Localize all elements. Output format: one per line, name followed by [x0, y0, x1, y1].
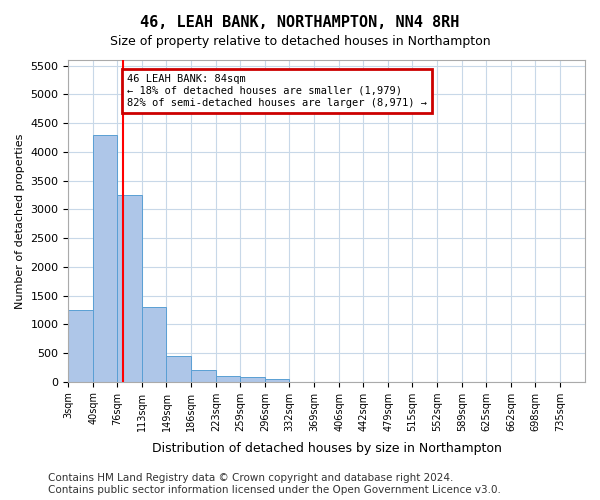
Y-axis label: Number of detached properties: Number of detached properties — [15, 133, 25, 308]
Bar — [68, 310, 93, 382]
Bar — [191, 370, 216, 382]
Text: Contains HM Land Registry data © Crown copyright and database right 2024.
Contai: Contains HM Land Registry data © Crown c… — [48, 474, 501, 495]
X-axis label: Distribution of detached houses by size in Northampton: Distribution of detached houses by size … — [152, 442, 502, 455]
Bar — [241, 378, 265, 382]
Bar — [216, 376, 241, 382]
Text: 46 LEAH BANK: 84sqm
← 18% of detached houses are smaller (1,979)
82% of semi-det: 46 LEAH BANK: 84sqm ← 18% of detached ho… — [127, 74, 427, 108]
Text: 46, LEAH BANK, NORTHAMPTON, NN4 8RH: 46, LEAH BANK, NORTHAMPTON, NN4 8RH — [140, 15, 460, 30]
Text: Size of property relative to detached houses in Northampton: Size of property relative to detached ho… — [110, 35, 490, 48]
Bar — [118, 195, 142, 382]
Bar — [93, 134, 118, 382]
Bar — [166, 356, 191, 382]
Bar — [142, 307, 166, 382]
Bar — [265, 379, 289, 382]
